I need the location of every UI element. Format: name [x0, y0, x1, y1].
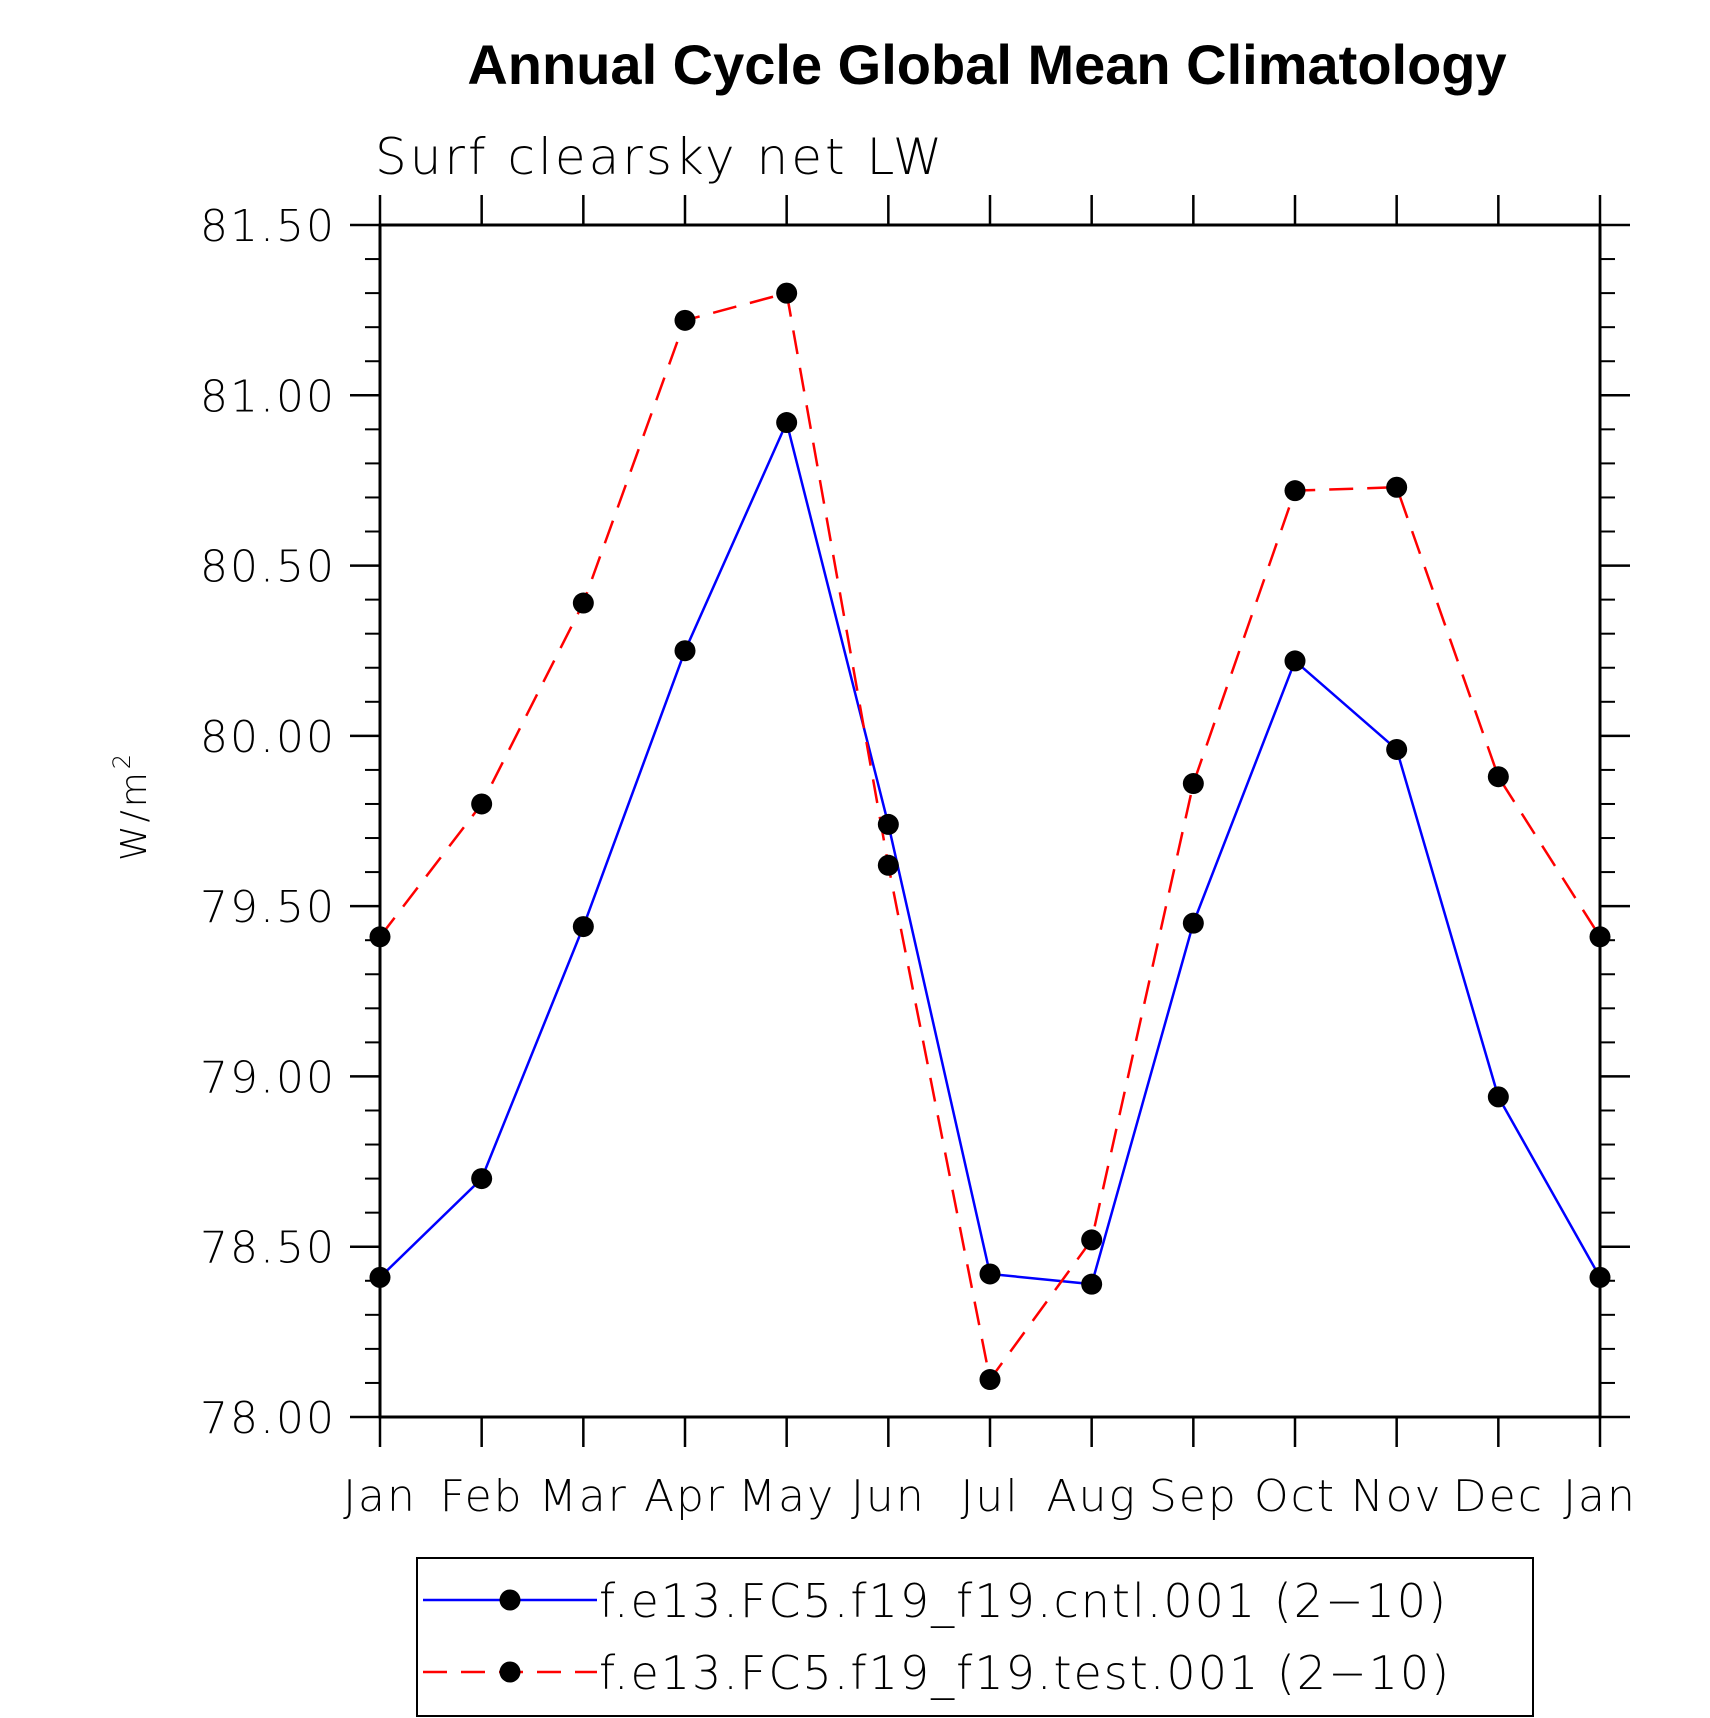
series-1-point — [471, 793, 493, 815]
chart-subtitle: Surf clearsky net LW — [375, 128, 945, 186]
x-tick-label: May — [738, 1471, 835, 1522]
x-tick-label: Jun — [851, 1471, 926, 1522]
x-tick-label: Jan — [1563, 1471, 1637, 1522]
chart-title: Annual Cycle Global Mean Climatology — [467, 33, 1506, 96]
series-0-point — [674, 640, 696, 662]
series-1-point — [1386, 476, 1408, 498]
legend-marker-1 — [499, 1661, 521, 1683]
x-tick-label: Jan — [343, 1471, 417, 1522]
x-tick-label: Oct — [1254, 1471, 1336, 1522]
series-0-point — [1182, 912, 1204, 934]
series-1-point — [572, 592, 594, 614]
series-layer — [369, 282, 1611, 1391]
legend-label-0: f.e13.FC5.f19_f19.cntl.001 (2−10) — [599, 1574, 1448, 1628]
y-axis: 78.00 78.50 79.00 79.50 80.00 80.50 81.00 81.50 — [200, 201, 1630, 1444]
series-0-point — [369, 1266, 391, 1288]
x-tick-label: Apr — [644, 1471, 726, 1522]
series-0-point — [1487, 1086, 1509, 1108]
series-0-point — [1284, 650, 1306, 672]
x-tick-label: Jul — [960, 1471, 1019, 1522]
y-tick-label: 81.50 — [200, 201, 336, 252]
x-tick-label: Mar — [539, 1471, 628, 1522]
series-1-point — [1487, 766, 1509, 788]
legend-box — [416, 1557, 1534, 1717]
series-1-point — [877, 854, 899, 876]
series-line-1 — [379, 291, 1602, 1383]
series-0-point — [877, 813, 899, 835]
series-0-point — [1386, 738, 1408, 760]
series-0-point — [1081, 1273, 1103, 1295]
series-1-point — [1182, 773, 1204, 795]
legend-marker-0 — [499, 1589, 521, 1611]
series-1-point — [979, 1369, 1001, 1391]
x-tick-label: Sep — [1149, 1471, 1238, 1522]
y-tick-label: 79.00 — [200, 1052, 336, 1103]
x-tick-label: Dec — [1453, 1471, 1544, 1522]
series-1-point — [1081, 1229, 1103, 1251]
series-1-point — [1284, 480, 1306, 502]
y-axis-label: W/m2 — [108, 751, 155, 861]
series-0-point — [776, 412, 798, 434]
series-line-0 — [379, 418, 1602, 1286]
legend-label-1: f.e13.FC5.f19_f19.test.001 (2−10) — [599, 1646, 1451, 1700]
y-tick-label: 80.50 — [200, 542, 336, 593]
svg-text:W/m2: W/m2 — [108, 751, 155, 861]
x-tick-label: Aug — [1046, 1471, 1136, 1522]
x-tick-label: Feb — [440, 1471, 524, 1522]
series-0-point — [572, 916, 594, 938]
series-1-point — [369, 926, 391, 948]
y-tick-label: 78.00 — [200, 1393, 336, 1444]
series-1-point — [1589, 926, 1611, 948]
x-tick-label: Nov — [1351, 1471, 1443, 1522]
y-axis-label-text: W/m — [114, 769, 155, 861]
series-0-point — [979, 1263, 1001, 1285]
y-axis-label-superscript: 2 — [108, 751, 136, 769]
series-0-point — [1589, 1266, 1611, 1288]
series-0-point — [471, 1168, 493, 1190]
legend: f.e13.FC5.f19_f19.cntl.001 (2−10) f.e13.F… — [416, 1557, 1534, 1717]
y-tick-label: 81.00 — [200, 371, 336, 422]
x-axis: Jan Feb Mar Apr May Jun Jul Aug Sep Oct Nov Dec Jan — [343, 195, 1637, 1522]
series-1-point — [776, 282, 798, 304]
y-tick-label: 79.50 — [200, 882, 336, 933]
y-tick-label: 80.00 — [200, 712, 336, 763]
y-tick-label: 78.50 — [200, 1223, 336, 1274]
series-1-point — [674, 309, 696, 331]
